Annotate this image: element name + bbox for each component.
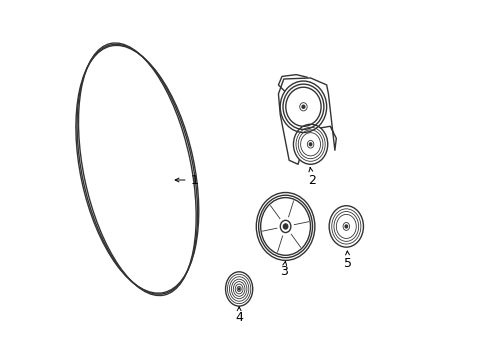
Ellipse shape (237, 287, 241, 292)
Ellipse shape (225, 272, 252, 306)
Text: 2: 2 (308, 167, 316, 186)
Ellipse shape (343, 222, 349, 230)
Ellipse shape (309, 143, 311, 146)
Ellipse shape (293, 124, 327, 164)
Ellipse shape (345, 225, 347, 228)
Ellipse shape (256, 193, 314, 260)
Ellipse shape (302, 105, 304, 108)
Text: 5: 5 (344, 251, 351, 270)
Text: 4: 4 (235, 307, 243, 324)
Ellipse shape (280, 81, 326, 132)
Text: 3: 3 (279, 261, 287, 278)
Ellipse shape (299, 103, 306, 111)
Text: 1: 1 (175, 174, 198, 186)
Ellipse shape (328, 206, 363, 247)
Ellipse shape (283, 224, 287, 229)
Ellipse shape (306, 140, 313, 148)
Ellipse shape (280, 220, 290, 233)
Ellipse shape (238, 288, 240, 290)
